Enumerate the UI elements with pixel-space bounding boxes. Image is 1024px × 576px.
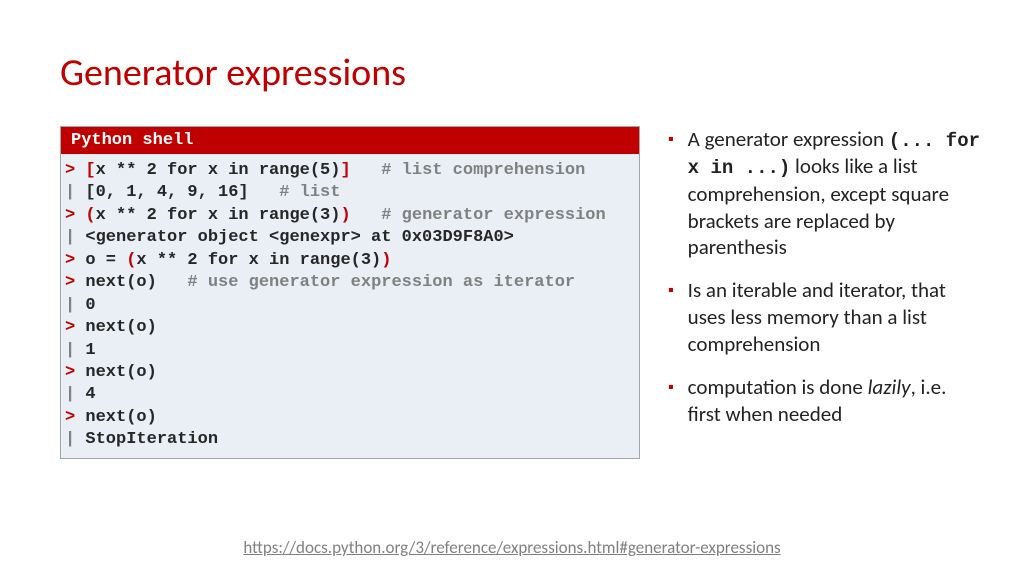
prompt-out: | (65, 183, 75, 202)
docs-link[interactable]: https://docs.python.org/3/reference/expr… (243, 537, 780, 558)
code-line: | 4 (65, 384, 635, 406)
bullet-list: ▪ A generator expression (... for x in .… (668, 126, 984, 444)
slide: Generator expressions Python shell > [x … (0, 0, 1024, 479)
paren-open: ( (126, 251, 136, 270)
bullet-marker-icon: ▪ (668, 281, 674, 301)
comment: # generator expression (351, 206, 606, 225)
paren-close: ) (340, 206, 350, 225)
comment: # use generator expression as iterator (157, 273, 575, 292)
prompt-out: | (65, 430, 75, 449)
code-line: > [x ** 2 for x in range(5)] # list comp… (65, 160, 635, 182)
code-text: 1 (75, 341, 95, 360)
code-text: [0, 1, 4, 9, 16] (75, 183, 248, 202)
code-line: > (x ** 2 for x in range(3)) # generator… (65, 205, 635, 227)
prompt-in: > (65, 161, 75, 180)
bracket-close: ] (340, 161, 350, 180)
prompt-in: > (65, 251, 75, 270)
prompt-out: | (65, 341, 75, 360)
code-line: | [0, 1, 4, 9, 16] # list (65, 182, 635, 204)
prompt-in: > (65, 318, 75, 337)
code-line: > next(o) (65, 317, 635, 339)
code-text: o = (85, 251, 126, 270)
code-line: | StopIteration (65, 429, 635, 451)
bullet-item: ▪ Is an iterable and iterator, that uses… (668, 277, 984, 358)
bullet-text: Is an iterable and iterator, that uses l… (688, 277, 984, 358)
page-title: Generator expressions (60, 50, 984, 96)
bracket-open: [ (85, 161, 95, 180)
bullet-marker-icon: ▪ (668, 378, 674, 398)
paren-open: ( (85, 206, 95, 225)
paren-close: ) (381, 251, 391, 270)
prompt-in: > (65, 363, 75, 382)
code-text: 0 (75, 296, 95, 315)
code-line: > next(o) (65, 407, 635, 429)
bullet-marker-icon: ▪ (668, 130, 674, 150)
bullet-text: A generator expression (... for x in ...… (688, 126, 984, 261)
prompt-out: | (65, 228, 75, 247)
code-text: next(o) (85, 408, 156, 427)
code-text: <generator object <genexpr> at 0x03D9F8A… (75, 228, 514, 247)
code-line: | <generator object <genexpr> at 0x03D9F… (65, 227, 635, 249)
code-body: > [x ** 2 for x in range(5)] # list comp… (61, 154, 639, 458)
code-text: x ** 2 for x in range(5) (96, 161, 341, 180)
content-row: Python shell > [x ** 2 for x in range(5)… (60, 126, 984, 459)
code-line: | 0 (65, 295, 635, 317)
prompt-out: | (65, 385, 75, 404)
code-text: next(o) (85, 273, 156, 292)
comment: # list (249, 183, 341, 202)
code-text: next(o) (85, 363, 156, 382)
code-line: | 1 (65, 340, 635, 362)
footer-link: https://docs.python.org/3/reference/expr… (0, 537, 1024, 558)
bullet-item: ▪ computation is done lazily, i.e. first… (668, 374, 984, 428)
prompt-out: | (65, 296, 75, 315)
bullet-pre: computation is done (688, 374, 868, 400)
comment: # list comprehension (351, 161, 586, 180)
code-text: x ** 2 for x in range(3) (96, 206, 341, 225)
code-line: > next(o) # use generator expression as … (65, 272, 635, 294)
code-panel: Python shell > [x ** 2 for x in range(5)… (60, 126, 640, 459)
code-text: 4 (75, 385, 95, 404)
code-text: StopIteration (75, 430, 218, 449)
prompt-in: > (65, 273, 75, 292)
bullet-pre: A generator expression (688, 126, 889, 152)
bullet-italic: lazily (868, 374, 911, 400)
bullet-text: computation is done lazily, i.e. first w… (688, 374, 984, 428)
prompt-in: > (65, 206, 75, 225)
code-line: > next(o) (65, 362, 635, 384)
code-header: Python shell (61, 127, 639, 154)
bullet-item: ▪ A generator expression (... for x in .… (668, 126, 984, 261)
prompt-in: > (65, 408, 75, 427)
code-text: x ** 2 for x in range(3) (136, 251, 381, 270)
code-line: > o = (x ** 2 for x in range(3)) (65, 250, 635, 272)
code-text: next(o) (85, 318, 156, 337)
